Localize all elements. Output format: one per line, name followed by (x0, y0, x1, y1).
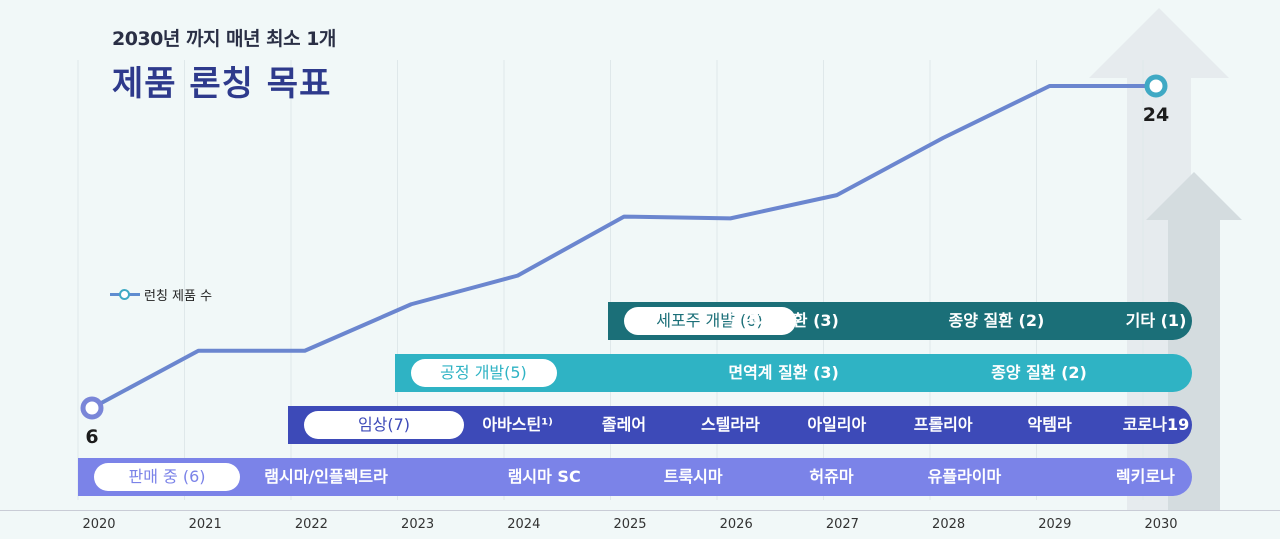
x-tick-label: 2021 (188, 517, 222, 532)
band-item: 종양 질환 (2) (991, 363, 1087, 382)
data-point-marker (1144, 74, 1168, 98)
x-tick-label: 2028 (932, 517, 966, 532)
x-axis-line (0, 510, 1280, 511)
band-label-cellpo: 세포주 개발 (6) (623, 307, 796, 335)
band-item: 아바스틴¹⁾ (482, 415, 553, 434)
series-line (91, 84, 1156, 410)
band-item: 유플라이마 (927, 467, 1002, 486)
x-tick-label: 2025 (613, 517, 647, 532)
band-item: 램시마 SC (507, 467, 581, 486)
band-item: 악템라 (1027, 415, 1072, 434)
page-subtitle: 2030년 까지 매년 최소 1개 (112, 28, 336, 50)
band-item: 종양 질환 (2) (948, 311, 1045, 330)
x-tick-label: 2027 (825, 517, 859, 532)
data-label: 6 (85, 426, 99, 448)
chart-legend: 런칭 제품 수 (110, 285, 212, 304)
band-label-selling: 판매 중 (6) (94, 463, 240, 491)
x-tick-label: 2029 (1038, 517, 1072, 532)
data-label: 24 (1142, 104, 1170, 126)
band-item: 면역계 질환 (3) (728, 311, 839, 330)
band-item: 면역계 질환 (3) (728, 363, 839, 382)
band-process: 공정 개발(5) 면역계 질환 (3) 종양 질환 (2) (394, 354, 1192, 392)
band-item: 코로나19 (1122, 415, 1190, 434)
x-tick-label: 2022 (294, 517, 328, 532)
arrow-up-large-icon (1089, 8, 1229, 510)
x-tick-label: 2030 (1144, 517, 1178, 532)
x-tick-label: 2024 (507, 517, 541, 532)
band-item: 렉키로나 (1115, 467, 1175, 486)
band-clinical: 임상(7) 아바스틴¹⁾ 졸레어 스텔라라 아일리아 프롤리아 악템라 코로나19 (288, 406, 1192, 444)
band-item: 기타 (1) (1125, 311, 1187, 330)
band-item: 프롤리아 (913, 415, 973, 434)
band-label-process: 공정 개발(5) (410, 359, 557, 387)
band-selling: 판매 중 (6) 램시마/인플렉트라 램시마 SC 트룩시마 허쥬마 유플라이마 렉키로나 (78, 458, 1192, 496)
band-cellpo: 세포주 개발 (6) 면역계 질환 (3) 종양 질환 (2) 기타 (1) (607, 302, 1192, 340)
page-title: 제품 론칭 목표 (112, 64, 332, 104)
band-item: 스텔라라 (700, 415, 760, 434)
band-item: 램시마/인플렉트라 (264, 467, 388, 486)
legend-line-icon (110, 289, 140, 300)
data-point-marker (80, 396, 104, 420)
band-item: 허쥬마 (809, 467, 854, 486)
band-item: 트룩시마 (663, 467, 723, 486)
x-tick-label: 2026 (719, 517, 753, 532)
x-tick-label: 2023 (401, 517, 435, 532)
band-item: 아일리아 (807, 415, 867, 434)
band-label-clinical: 임상(7) (304, 411, 464, 439)
legend-label: 런칭 제품 수 (144, 289, 213, 304)
band-item: 졸레어 (601, 415, 647, 434)
x-tick-label: 2020 (82, 517, 116, 532)
